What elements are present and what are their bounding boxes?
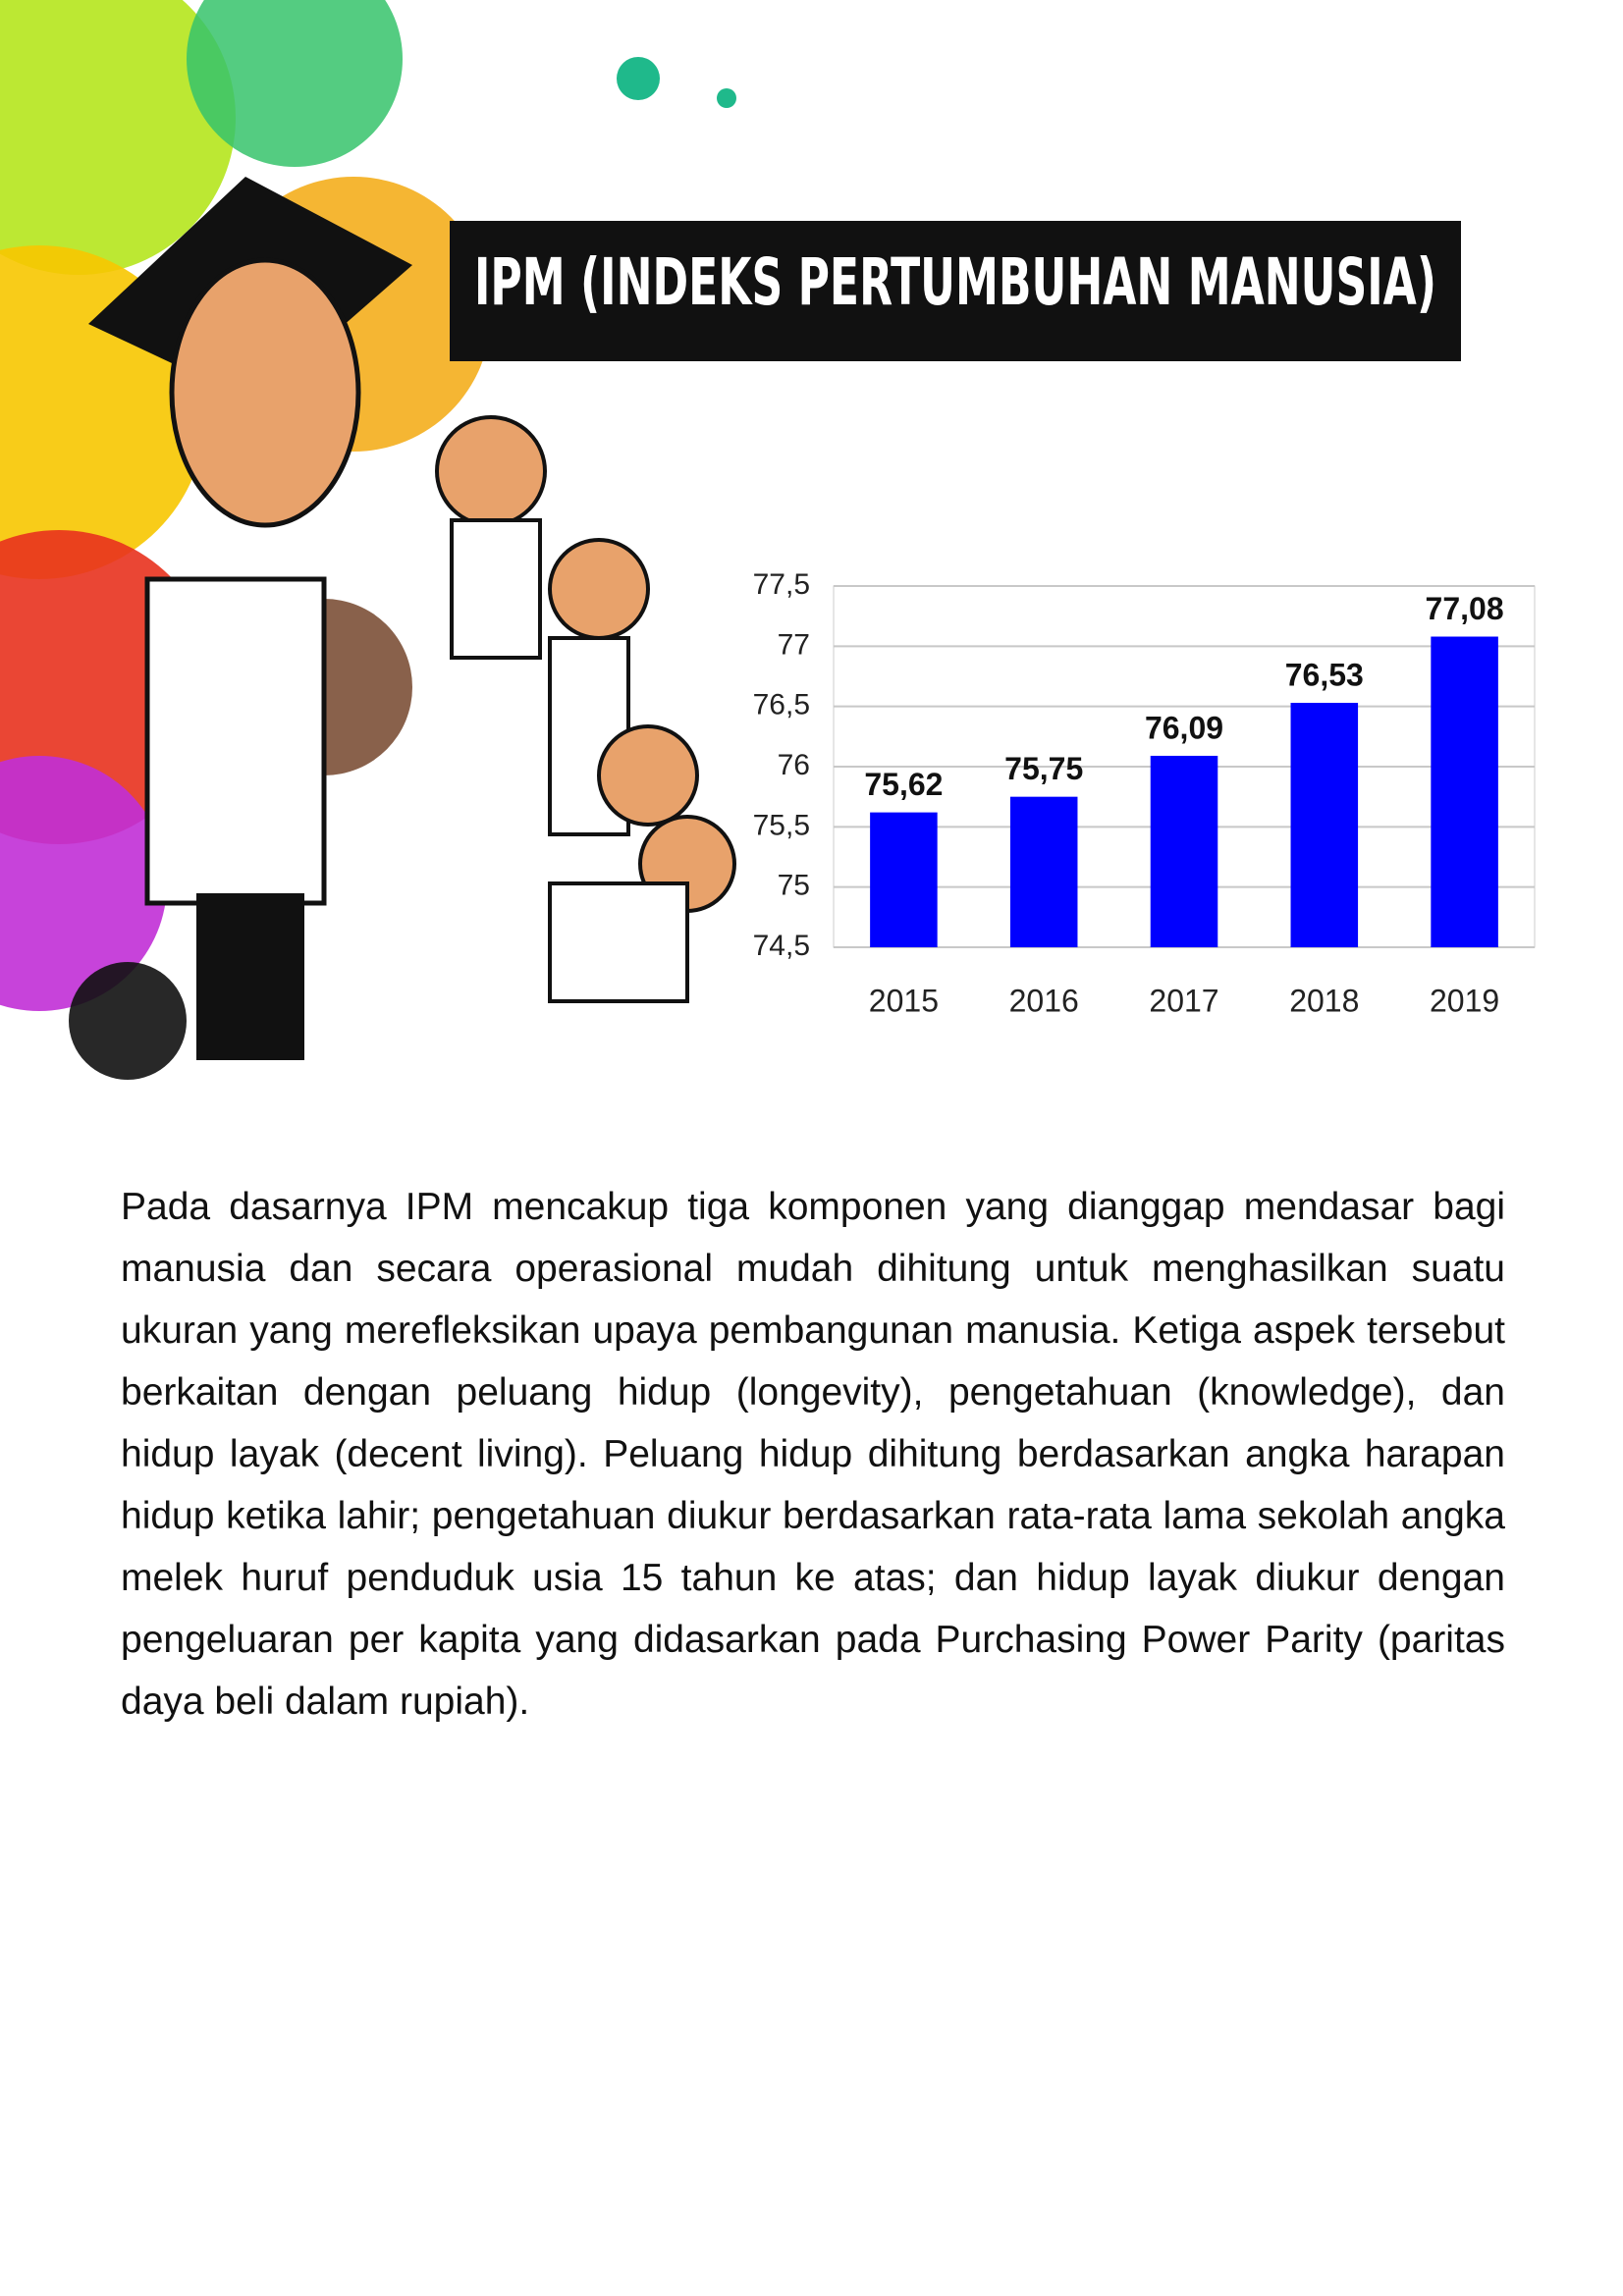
cartoon-figure (88, 177, 736, 1060)
y-tick-label: 77,5 (753, 568, 810, 601)
poster: IPM (INDEKS PERTUMBUHAN MANUSIA) 74,5 75 7… (0, 0, 1536, 1080)
data-label: 77,08 (1426, 591, 1504, 626)
y-tick-label: 75,5 (753, 809, 810, 841)
x-tick-label: 2016 (1009, 983, 1079, 1018)
bar (1290, 702, 1359, 947)
y-tick-label: 77 (778, 628, 810, 661)
y-tick-label: 76 (778, 749, 810, 781)
x-tick-label: 2017 (1149, 983, 1218, 1018)
y-tick-label: 75 (778, 870, 810, 902)
data-label: 76,53 (1285, 657, 1364, 692)
x-tick-label: 2018 (1289, 983, 1359, 1018)
bar (1009, 796, 1078, 947)
y-tick-label: 76,5 (753, 689, 810, 721)
bar (1431, 636, 1498, 947)
x-tick-label: 2015 (869, 983, 939, 1018)
body-text: Pada dasarnya IPM mencakup tiga komponen… (121, 1186, 1505, 1723)
title: IPM (INDEKS PERTUMBUHAN MANUSIA) (474, 244, 1436, 320)
x-tick-label: 2019 (1430, 983, 1499, 1018)
data-label: 75,62 (864, 767, 943, 802)
y-tick-label: 74,5 (753, 930, 810, 962)
bar (1150, 755, 1218, 947)
data-label: 75,75 (1004, 751, 1083, 786)
title-banner (450, 221, 1461, 361)
data-label: 76,09 (1145, 710, 1223, 745)
bar (870, 812, 938, 947)
